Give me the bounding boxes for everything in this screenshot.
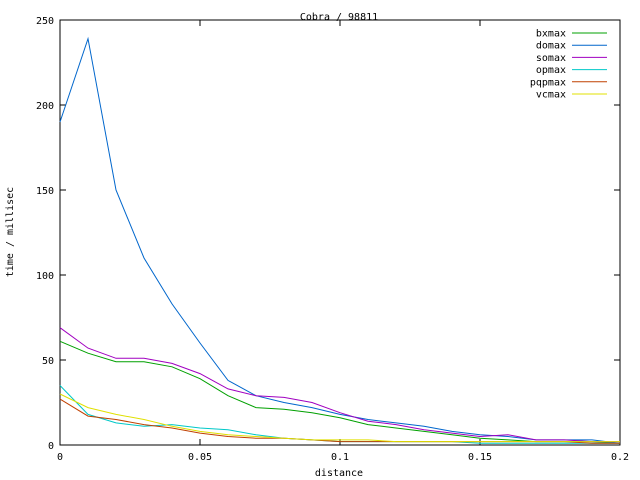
x-tick-label: 0.2: [611, 452, 629, 463]
series-lines: [59, 36, 621, 444]
y-tick-label: 50: [42, 356, 54, 367]
x-axis-label: distance: [315, 468, 363, 479]
x-tick-label: 0: [57, 452, 63, 463]
series-line-pqpmax: [59, 398, 620, 444]
legend-label: pqpmax: [530, 77, 566, 88]
legend-label: vcmax: [536, 90, 566, 101]
legend-label: bxmax: [536, 29, 566, 40]
y-tick-label: 150: [36, 186, 54, 197]
y-axis-label: time / millisec: [5, 187, 16, 277]
legend-label: opmax: [536, 65, 566, 76]
legend-label: somax: [536, 53, 566, 64]
y-tick-label: 100: [36, 271, 54, 282]
series-line-somax: [59, 327, 620, 443]
y-tick-label: 250: [36, 16, 54, 27]
chart-title: Cobra / 98811: [300, 12, 378, 23]
y-tick-label: 200: [36, 101, 54, 112]
x-tick-label: 0.1: [331, 452, 349, 463]
series-line-vcmax: [59, 393, 620, 443]
legend-label: domax: [536, 41, 566, 52]
x-tick-label: 0.15: [468, 452, 492, 463]
series-line-bxmax: [59, 340, 621, 444]
y-tick-label: 0: [48, 441, 54, 452]
x-tick-label: 0.05: [188, 452, 212, 463]
series-line-domax: [59, 36, 621, 444]
